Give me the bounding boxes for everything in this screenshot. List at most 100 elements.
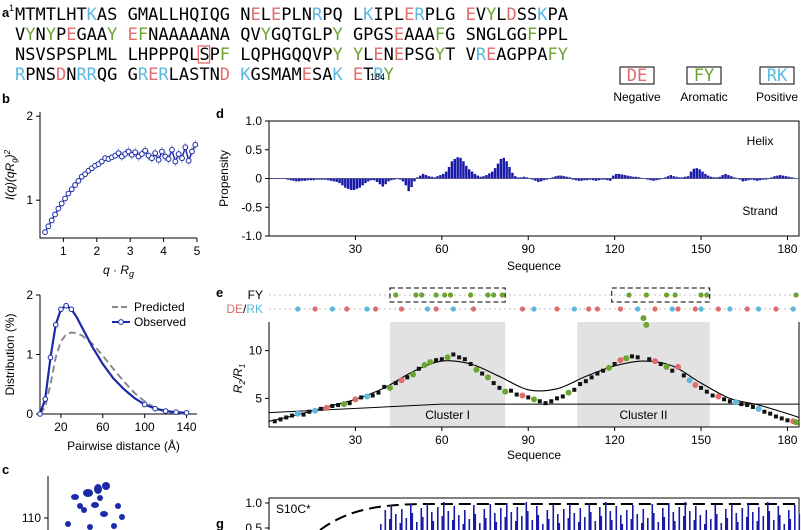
propensity-bar: [499, 158, 503, 179]
propensity-bar: [493, 168, 497, 179]
propensity-bar: [335, 178, 338, 182]
b-bottom-xtick-label: 20: [54, 420, 68, 434]
negative-residue-marker: [554, 306, 560, 312]
g-bar: [773, 520, 775, 530]
propensity-bar: [614, 173, 618, 179]
r2r1-point: [578, 382, 583, 387]
propensity-bar: [683, 176, 687, 179]
spectrum-peak: [115, 503, 121, 509]
propensity-bar: [721, 175, 724, 179]
g-bar: [420, 508, 423, 530]
legend-code-aromatic: FY: [694, 66, 714, 86]
propensity-bar: [384, 178, 387, 185]
b-bottom-xlabel: Pairwise distance (Å): [67, 438, 180, 453]
r2r1-point: [739, 402, 744, 407]
g-bar: [437, 507, 439, 530]
observed-point: [42, 396, 49, 402]
g-bar: [537, 515, 540, 530]
r2r1-point-negative: [323, 404, 330, 411]
g-bar: [557, 514, 559, 530]
propensity-bar: [496, 163, 500, 179]
r2r1-point: [301, 412, 306, 417]
g-bar: [483, 509, 486, 530]
negative-residue-marker: [594, 306, 600, 312]
r2r1-point-positive: [686, 377, 693, 384]
positive-residue-marker: [790, 306, 796, 312]
g-bar: [441, 516, 444, 530]
propensity-bar: [603, 178, 606, 180]
propensity-bar: [793, 177, 796, 179]
propensity-bar: [597, 178, 601, 181]
g-bar: [494, 513, 496, 530]
propensity-bar: [551, 177, 554, 179]
fit-curve: [268, 360, 800, 422]
g-bar: [735, 513, 738, 530]
sequence-line-4: RPNSDNRRQG GRERLASTND KGSMAMESAK ETRY: [15, 65, 394, 85]
propensity-bar: [280, 178, 284, 179]
g-frame: [268, 497, 800, 530]
propensity-bar: [753, 178, 756, 181]
propensity-bar: [698, 169, 701, 179]
g-bar: [536, 506, 538, 530]
legend-label-positive: Positive: [756, 90, 798, 104]
r2r1-point: [710, 393, 715, 398]
b-top-ytick-label: 2: [26, 109, 33, 123]
e-xtick-label: 90: [522, 433, 536, 447]
propensity-bar: [467, 169, 471, 179]
r2r1-point: [572, 387, 577, 392]
g-bar: [788, 510, 790, 530]
positive-residue-marker: [424, 306, 431, 312]
g-bar: [504, 517, 507, 530]
propensity-bar: [609, 178, 612, 181]
g-bar: [389, 519, 391, 530]
propensity-bar: [600, 178, 603, 180]
negative-residue-marker: [433, 306, 439, 312]
g-dashed-curve: [319, 503, 795, 530]
g-bar: [767, 502, 769, 530]
b-bottom-xtick-label: 140: [177, 420, 197, 434]
b-top-point: [48, 217, 55, 224]
propensity-bar: [418, 175, 422, 179]
propensity-bar: [669, 175, 673, 179]
propensity-bar: [629, 176, 632, 179]
r2r1-point-positive: [294, 410, 301, 417]
g-bar: [567, 518, 570, 530]
g-bar: [584, 517, 586, 530]
propensity-bar: [689, 171, 693, 179]
observed-point: [68, 306, 75, 313]
g-bar: [611, 520, 613, 530]
r2r1-point: [278, 417, 283, 422]
aromatic-residue-marker: [643, 292, 649, 298]
propensity-bar: [730, 176, 733, 179]
propensity-bar: [321, 178, 324, 180]
propensity-bar: [675, 176, 678, 179]
spectrum-peak: [65, 521, 71, 527]
g-bar: [458, 515, 460, 530]
r2r1-point: [393, 381, 398, 386]
spectrum-plot: 110: [22, 476, 125, 530]
propensity-bar: [747, 178, 750, 181]
positive-residue-marker: [329, 306, 335, 312]
propensity-bar: [355, 178, 359, 189]
aromatic-residue-marker: [698, 292, 704, 298]
d-xlabel: Sequence: [507, 259, 561, 273]
g-bar: [462, 524, 465, 530]
spectrum-peak: [100, 511, 108, 517]
propensity-bar: [632, 176, 635, 179]
propensity-bar: [410, 178, 413, 188]
g-bar: [758, 507, 760, 530]
positive-residue-marker: [698, 306, 704, 312]
propensity-bar: [560, 175, 563, 179]
positive-residue-marker: [450, 306, 456, 312]
g-bar: [662, 508, 664, 530]
g-bar: [578, 522, 580, 530]
r2r1-point: [612, 362, 617, 366]
propensity-bar: [623, 175, 626, 179]
g-bar: [615, 506, 618, 530]
propensity-bar: [591, 178, 595, 181]
g-bar: [609, 511, 612, 530]
g-bar: [731, 504, 733, 530]
aromatic-residue-marker: [663, 292, 670, 298]
propensity-bar: [704, 173, 707, 179]
cluster-2-label: Cluster II: [619, 408, 667, 422]
